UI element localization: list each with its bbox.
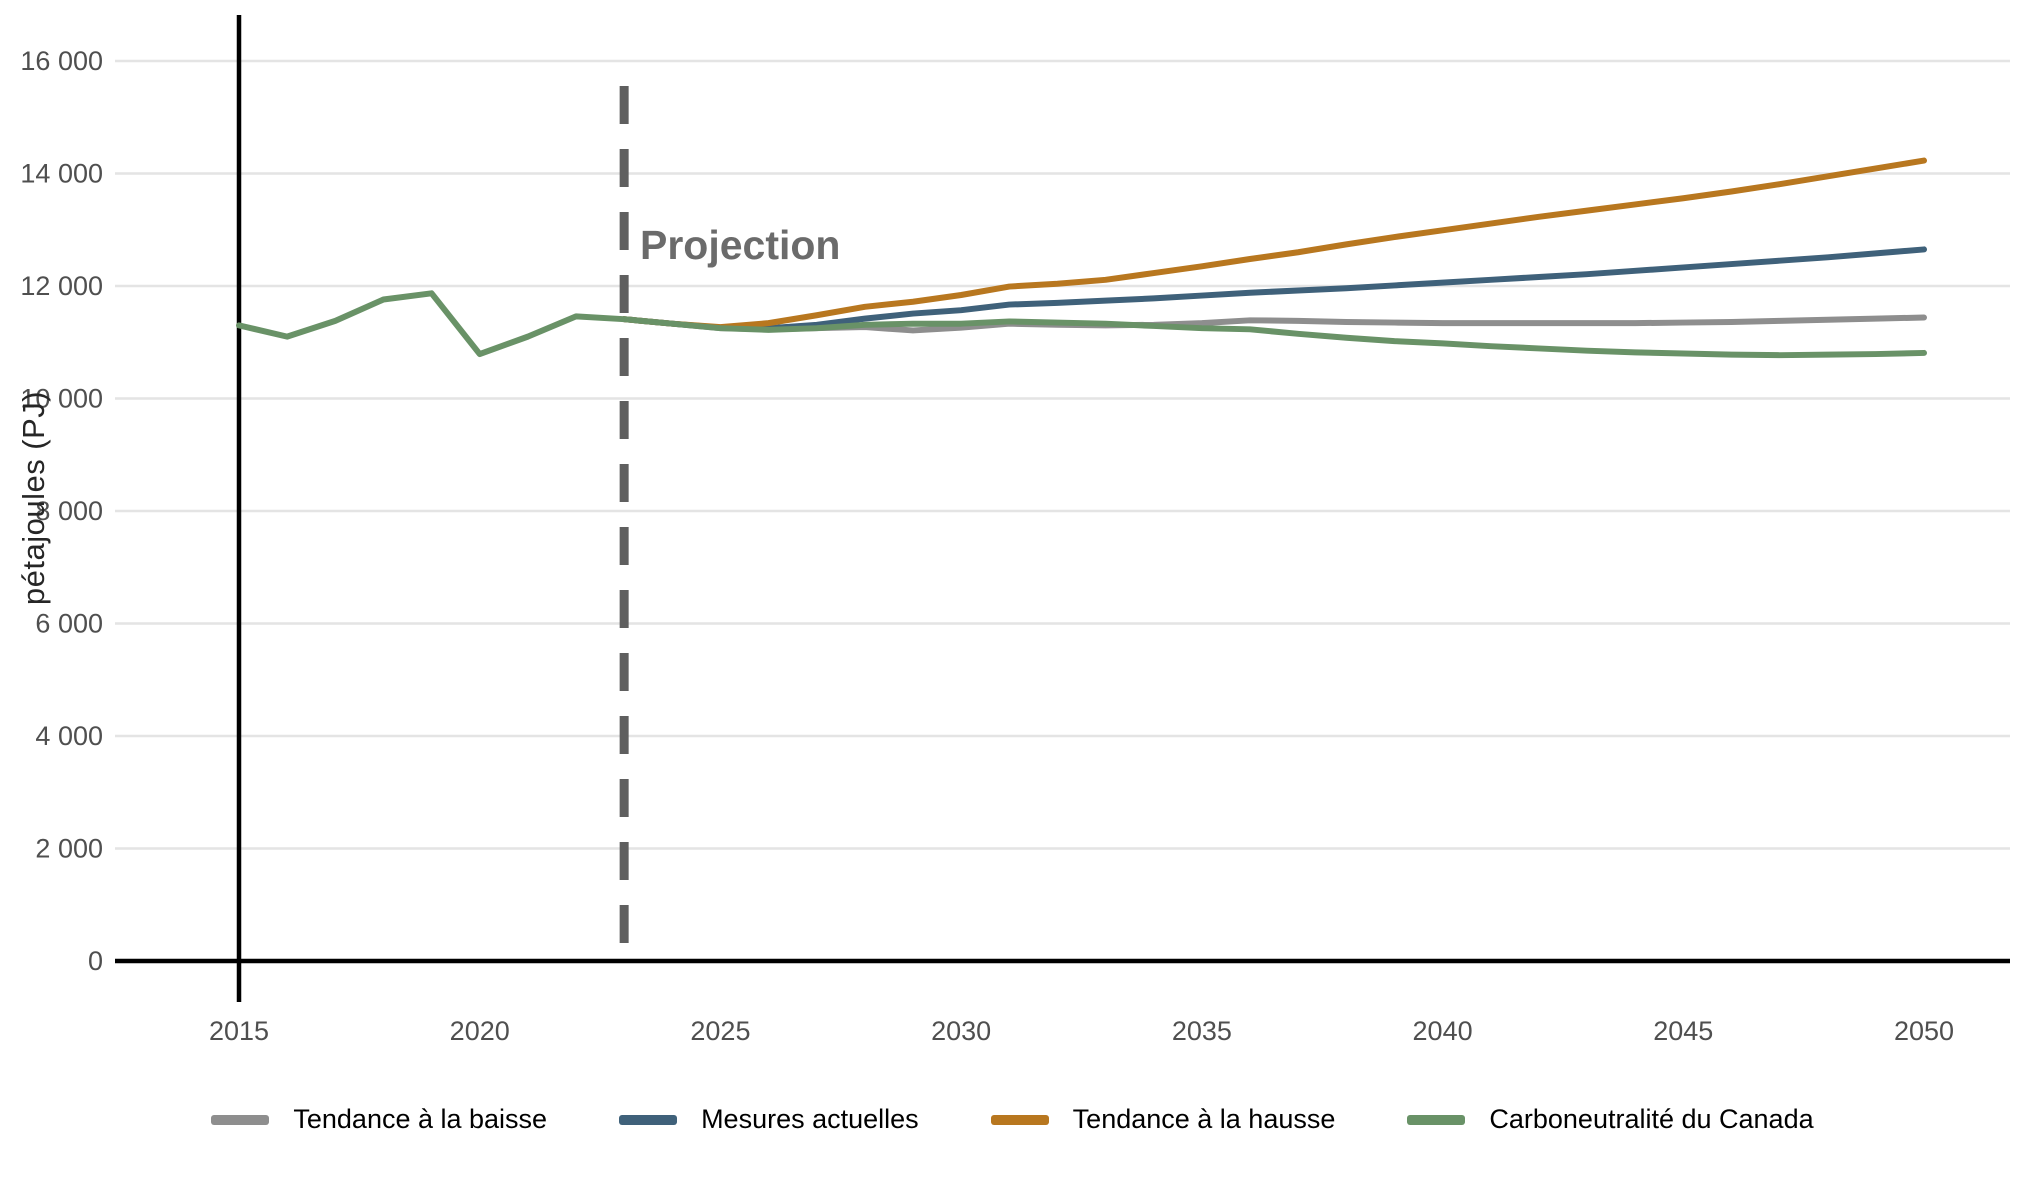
y-tick-label: 10 000 (20, 384, 103, 414)
projection-annotation-label: Projection (640, 222, 841, 268)
y-tick-label: 16 000 (20, 46, 103, 76)
x-tick-label: 2015 (209, 1016, 269, 1046)
series-line-tendance-a-la-hausse (621, 157, 1928, 331)
legend-item-tendance-a-la-baisse[interactable]: Tendance à la baisse (211, 1104, 547, 1135)
y-tick-label: 2 000 (35, 834, 103, 864)
series-line-mesures-actuelles (621, 246, 1928, 332)
y-tick-label: 4 000 (35, 721, 103, 751)
legend-label: Mesures actuelles (701, 1104, 919, 1134)
legend-swatch-blue (619, 1114, 678, 1125)
x-tick-label: 2030 (931, 1016, 991, 1046)
legend-swatch-orange (990, 1114, 1049, 1125)
legend-label: Tendance à la baisse (293, 1104, 548, 1134)
series-line-carboneutralite-du-canada (236, 290, 1928, 359)
y-tick-label: 14 000 (20, 159, 103, 189)
x-tick-label: 2045 (1653, 1016, 1713, 1046)
x-tick-label: 2050 (1894, 1016, 1954, 1046)
legend-swatch-green (1407, 1114, 1466, 1125)
legend: Tendance à la baisse Mesures actuelles T… (0, 1104, 2025, 1135)
x-tick-label: 2040 (1413, 1016, 1473, 1046)
y-tick-label: 6 000 (35, 609, 103, 639)
x-tick-label: 2025 (690, 1016, 750, 1046)
legend-item-tendance-a-la-hausse[interactable]: Tendance à la hausse (990, 1104, 1336, 1135)
legend-item-carboneutralite-du-canada[interactable]: Carboneutralité du Canada (1407, 1104, 1814, 1135)
legend-label: Tendance à la hausse (1072, 1104, 1336, 1134)
y-axis-title: pétajoules (PJ) (16, 390, 51, 606)
y-tick-label: 0 (88, 946, 103, 976)
legend-label: Carboneutralité du Canada (1489, 1104, 1814, 1134)
legend-swatch-gray (211, 1114, 270, 1125)
y-tick-label: 8 000 (35, 496, 103, 526)
x-tick-label: 2020 (450, 1016, 510, 1046)
x-tick-label: 2035 (1172, 1016, 1232, 1046)
y-tick-label: 12 000 (20, 271, 103, 301)
legend-item-mesures-actuelles[interactable]: Mesures actuelles (619, 1104, 919, 1135)
